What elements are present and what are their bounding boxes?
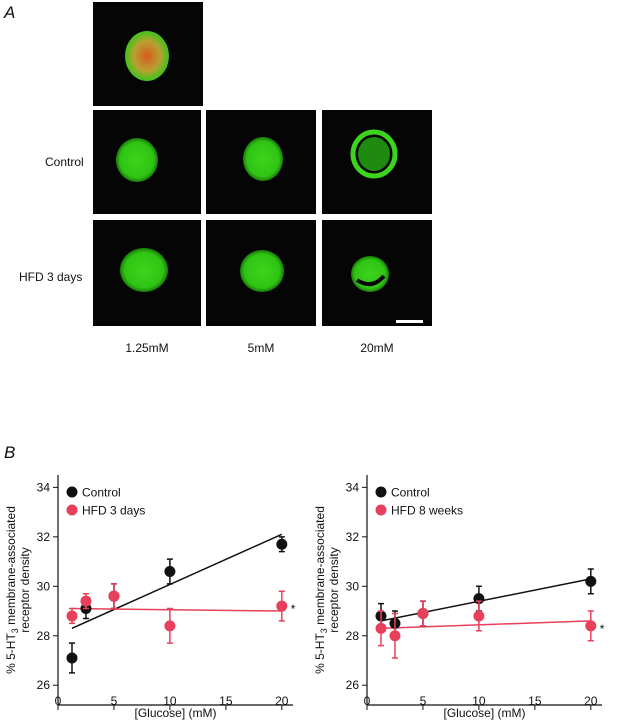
data-point	[276, 600, 288, 612]
x-tick-label: 20	[275, 694, 289, 708]
y-axis-label: % 5-HT3 membrane-associatedreceptor dens…	[4, 506, 32, 674]
data-point	[375, 622, 387, 634]
data-point	[80, 595, 92, 607]
y-tick-label: 30	[346, 579, 360, 593]
y-tick-label: 32	[37, 530, 51, 544]
x-tick-label: 5	[111, 694, 118, 708]
column-label: 20mM	[360, 341, 393, 355]
fit-line	[71, 533, 283, 630]
data-point	[66, 652, 78, 664]
x-tick-label: 5	[420, 694, 427, 708]
data-point	[389, 630, 401, 642]
fit-line	[380, 620, 591, 630]
legend-label: HFD 8 weeks	[391, 504, 463, 518]
y-axis-label-part: 3	[319, 628, 329, 633]
micrographs	[93, 2, 432, 326]
y-tick-label: 32	[346, 530, 360, 544]
data-point	[473, 610, 485, 622]
y-axis-label-part: % 5-HT	[4, 633, 18, 674]
y-axis-label-part: receptor density	[327, 547, 341, 632]
legend-marker	[375, 486, 387, 498]
x-tick-label: 10	[472, 694, 486, 708]
y-tick-label: 34	[346, 480, 360, 494]
panel-label: B	[4, 443, 15, 462]
x-tick-label: 0	[364, 694, 371, 708]
panel-label: A	[3, 3, 15, 22]
legend-marker	[66, 486, 78, 498]
legend-label: HFD 3 days	[82, 504, 145, 518]
data-point	[108, 590, 120, 602]
significance-mark: *	[600, 622, 605, 636]
x-tick-label: 20	[584, 694, 598, 708]
data-point	[164, 620, 176, 632]
y-tick-label: 26	[346, 678, 360, 692]
data-point	[276, 538, 288, 550]
legend-marker	[66, 504, 78, 516]
legend-label: Control	[391, 486, 430, 500]
legend-marker	[375, 504, 387, 516]
x-tick-label: 0	[55, 694, 62, 708]
data-point	[164, 565, 176, 577]
y-axis-label-part: % 5-HT	[313, 633, 327, 674]
x-axis-label: [Glucose] (mM)	[443, 706, 525, 720]
y-axis-label-part: membrane-associated	[4, 506, 18, 628]
significance-mark: *	[291, 602, 296, 616]
y-axis-label-part: membrane-associated	[313, 506, 327, 628]
x-tick-label: 15	[219, 694, 233, 708]
legend-label: Control	[82, 486, 121, 500]
row-label: HFD 3 days	[19, 270, 82, 284]
y-tick-label: 34	[37, 480, 51, 494]
y-axis-label-part: receptor density	[18, 547, 32, 632]
x-tick-label: 10	[163, 694, 177, 708]
data-point	[66, 610, 78, 622]
y-tick-label: 26	[37, 678, 51, 692]
x-tick-label: 15	[528, 694, 542, 708]
column-label: 5mM	[248, 341, 275, 355]
row-label: Control	[45, 155, 84, 169]
y-tick-label: 28	[346, 629, 360, 643]
y-axis-label: % 5-HT3 membrane-associatedreceptor dens…	[313, 506, 341, 674]
fit-line	[71, 607, 282, 612]
y-tick-label: 28	[37, 629, 51, 643]
data-point	[417, 607, 429, 619]
data-point	[585, 575, 597, 587]
fit-line	[380, 578, 591, 622]
y-axis-label-part: 3	[10, 628, 20, 633]
y-tick-label: 30	[37, 579, 51, 593]
data-point	[585, 620, 597, 632]
column-label: 1.25mM	[125, 341, 168, 355]
x-axis-label: [Glucose] (mM)	[134, 706, 216, 720]
